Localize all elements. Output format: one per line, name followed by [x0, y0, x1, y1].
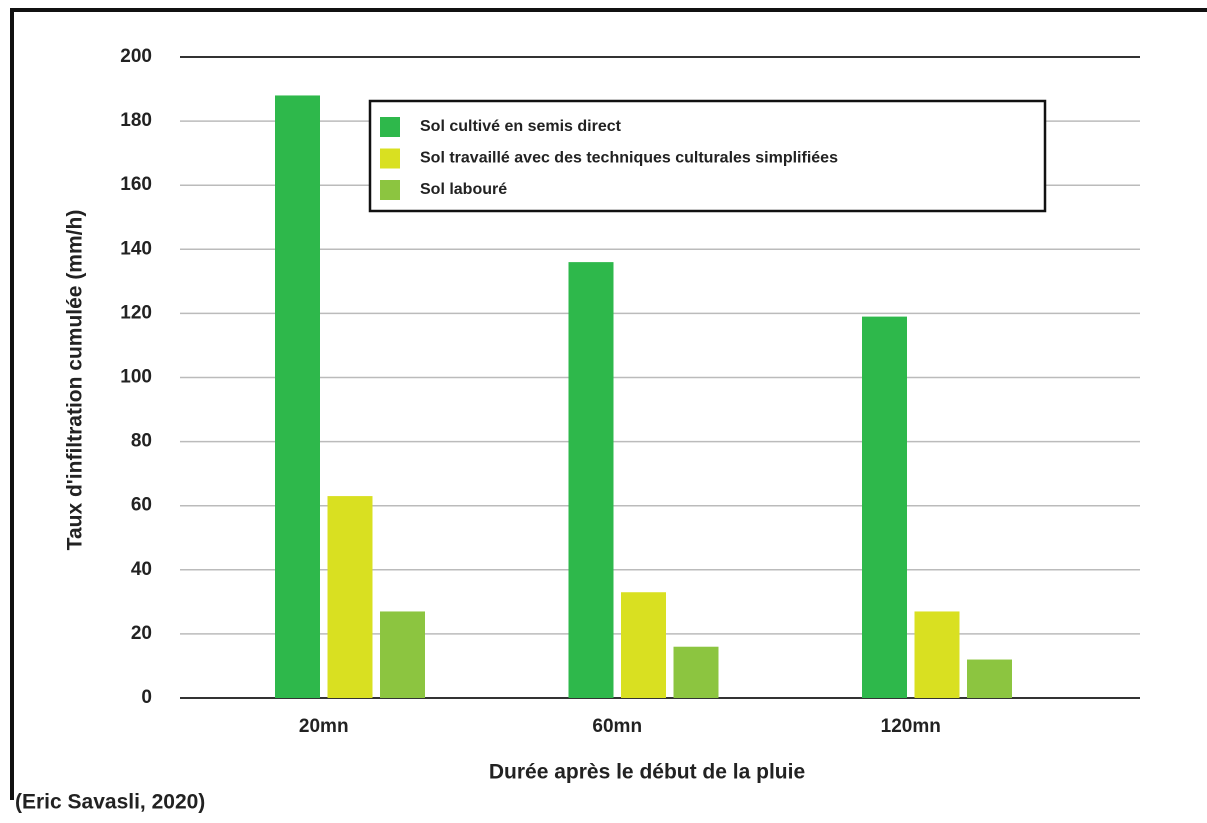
y-tick-label: 60: [131, 495, 152, 516]
bar: [380, 611, 425, 698]
bar: [621, 592, 666, 698]
legend-box: [368, 99, 1047, 213]
legend-label: Sol labouré: [420, 181, 507, 198]
bar: [568, 262, 614, 698]
legend-label: Sol travaillé avec des techniques cultur…: [420, 150, 838, 167]
y-tick-label: 0: [141, 687, 152, 708]
bar: [967, 659, 1012, 698]
y-axis-title: Taux d'infiltration cumulée (mm/h): [64, 210, 87, 551]
source: (Eric Savasli, 2020): [15, 791, 205, 814]
y-tick-label: 80: [131, 431, 152, 452]
bar: [673, 646, 719, 698]
legend-label: Sol cultivé en semis direct: [420, 118, 622, 135]
x-tick-label: 60mn: [592, 716, 642, 737]
legend-swatch: [380, 117, 400, 137]
frame: [10, 8, 1207, 800]
y-tick-label: 140: [120, 238, 152, 259]
x-tick-label: 20mn: [299, 716, 349, 737]
y-tick-label: 180: [120, 110, 152, 131]
x-axis-title: Durée après le début de la pluie: [489, 761, 805, 784]
bar: [275, 95, 320, 698]
legend-swatch: [380, 180, 400, 200]
y-tick-label: 100: [120, 367, 152, 388]
legend-swatch: [380, 148, 400, 169]
y-tick-label: 160: [120, 174, 152, 195]
y-tick-label: 120: [120, 302, 152, 323]
y-tick-label: 20: [131, 623, 152, 644]
x-tick-label: 120mn: [881, 716, 941, 737]
y-tick-label: 40: [131, 559, 152, 580]
bar: [327, 496, 373, 698]
y-tick-label: 200: [120, 46, 152, 67]
bar: [862, 316, 907, 698]
bar: [914, 611, 960, 698]
